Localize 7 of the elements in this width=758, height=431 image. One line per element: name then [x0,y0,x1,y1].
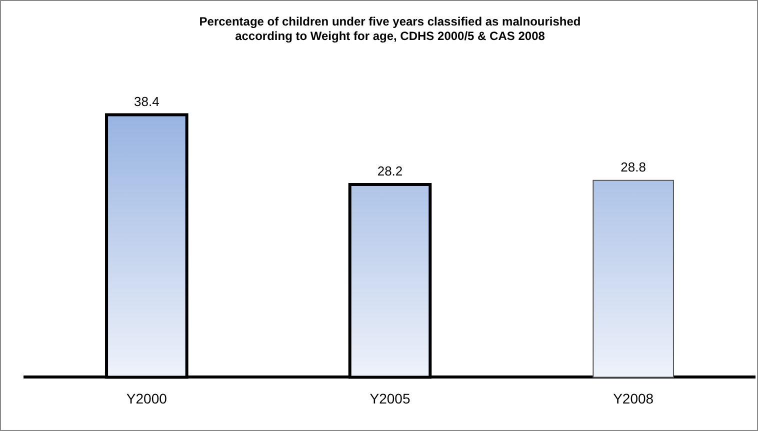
x-tick-label: Y2005 [370,390,410,406]
x-tick-label: Y2008 [613,390,654,406]
x-tick-label: Y2000 [126,390,168,406]
data-label: 28.8 [620,159,646,174]
data-label: 28.2 [377,164,403,179]
chart-title: Percentage of children under five years classified as malnourished according to Weight for age, CDHS 2000/5 & CAS 2008 [199,14,581,43]
data-label: 38.4 [134,94,160,109]
